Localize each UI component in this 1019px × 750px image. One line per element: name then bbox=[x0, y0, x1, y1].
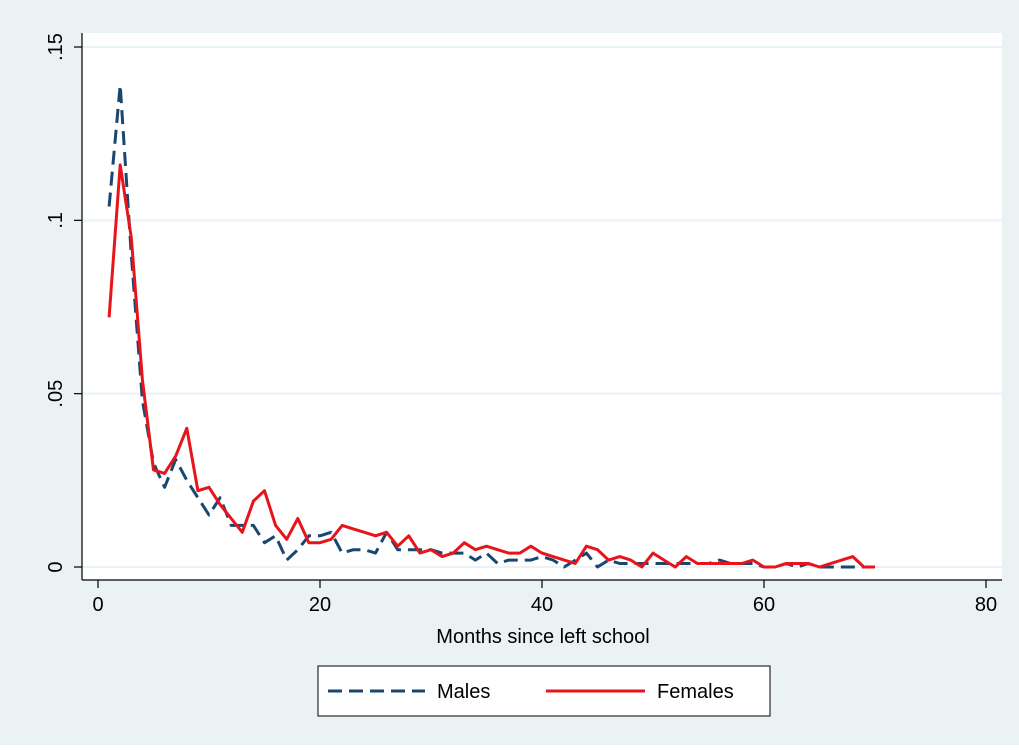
x-tick-label-2: 40 bbox=[531, 594, 553, 616]
y-tick-label-3: .15 bbox=[45, 33, 67, 61]
legend-box bbox=[317, 665, 771, 717]
series-lines bbox=[107, 83, 875, 569]
legend: Males Females bbox=[317, 665, 771, 717]
x-tick-label-1: 20 bbox=[309, 594, 331, 616]
x-tick-label-0: 0 bbox=[92, 594, 103, 616]
series-line-females bbox=[107, 163, 875, 569]
legend-label-females: Females bbox=[657, 681, 734, 703]
x-axis-title: Months since left school bbox=[436, 626, 649, 648]
x-tick-label-3: 60 bbox=[753, 594, 775, 616]
x-tick-label-4: 80 bbox=[975, 594, 997, 616]
plot-area bbox=[82, 33, 1002, 580]
axis-ticks: 0 .05 .1 .15 0 20 40 60 80 bbox=[45, 33, 997, 616]
y-tick-label-0: 0 bbox=[45, 561, 67, 572]
y-tick-label-1: .05 bbox=[45, 380, 67, 408]
y-tick-label-2: .1 bbox=[45, 212, 67, 229]
legend-label-males: Males bbox=[437, 681, 490, 703]
